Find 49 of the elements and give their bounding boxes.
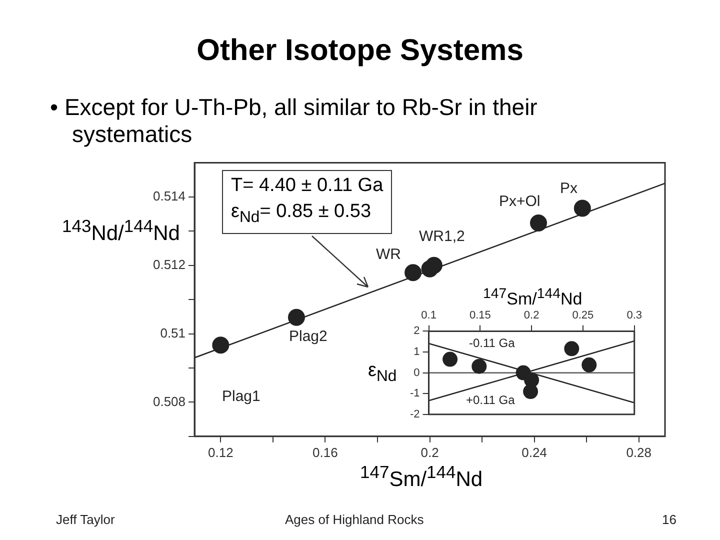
- y-tick-label: 1: [414, 346, 420, 358]
- annotation: WR1,2: [419, 228, 465, 245]
- annotation: +0.11 Ga: [466, 393, 515, 407]
- y-tick-label: 0.512: [152, 256, 186, 272]
- y-axis-title: $^{143}$Nd/$^{144}$Nd: [62, 216, 180, 246]
- annotation: Px: [560, 180, 578, 197]
- y-tick-label: 0.508: [152, 394, 186, 409]
- chart-title: Other Isotope Systems: [196, 34, 524, 68]
- x-tick-label: 0.28: [626, 444, 652, 460]
- point: [442, 352, 458, 367]
- x-tick-label: 0.15: [469, 310, 491, 322]
- y-axis-title: ε$_{Nd}$: [368, 360, 397, 386]
- x-tick-label: 0.12: [208, 444, 234, 460]
- x-tick-label: 0.2: [524, 310, 540, 322]
- chart-subtitle: • Except for U-Th-Pb, all similar to Rb-Sr in their systematics: [50, 94, 538, 148]
- x-tick-label: 0.16: [312, 444, 338, 460]
- y-tick-label: 0: [414, 366, 420, 379]
- annotation: Plag2: [289, 328, 328, 345]
- x-tick-label: 0.25: [572, 310, 594, 322]
- point: [288, 308, 305, 326]
- text: 16: [662, 512, 676, 527]
- y-tick-label: -1: [410, 388, 420, 400]
- annotation: Px+Ol: [499, 193, 540, 210]
- annotation: -0.11 Ga: [469, 336, 515, 350]
- annotation: Plag1: [222, 388, 260, 405]
- point: [425, 256, 442, 274]
- point: [523, 384, 538, 400]
- y-tick-label: 0.514: [152, 188, 186, 204]
- x-axis-title: $^{147}$Sm/$^{144}$Nd: [483, 286, 582, 310]
- annotation: ε$_{Nd}$= 0.85 ± 0.53: [231, 200, 372, 228]
- y-tick-label: 0.51: [160, 325, 186, 340]
- annotation: WR: [376, 246, 401, 263]
- x-tick-label: 0.24: [522, 444, 547, 460]
- point: [564, 341, 580, 356]
- y-tick-label: -2: [410, 408, 420, 420]
- point: [472, 358, 487, 374]
- text: Ages of Highland Rocks: [285, 512, 424, 527]
- point: [574, 200, 591, 217]
- point: [212, 336, 230, 354]
- text: Jeff Taylor: [56, 512, 115, 527]
- annotation: T= 4.40 ± 0.11 Ga: [231, 174, 384, 198]
- point: [582, 357, 597, 372]
- x-tick-label: 0.1: [421, 310, 436, 322]
- point: [530, 214, 547, 232]
- y-tick-label: 2: [414, 325, 420, 338]
- point: [404, 264, 422, 282]
- x-axis-title: $^{147}$Sm/$^{144}$Nd: [360, 462, 483, 492]
- x-tick-label: 0.3: [626, 310, 642, 322]
- x-tick-label: 0.2: [420, 444, 439, 460]
